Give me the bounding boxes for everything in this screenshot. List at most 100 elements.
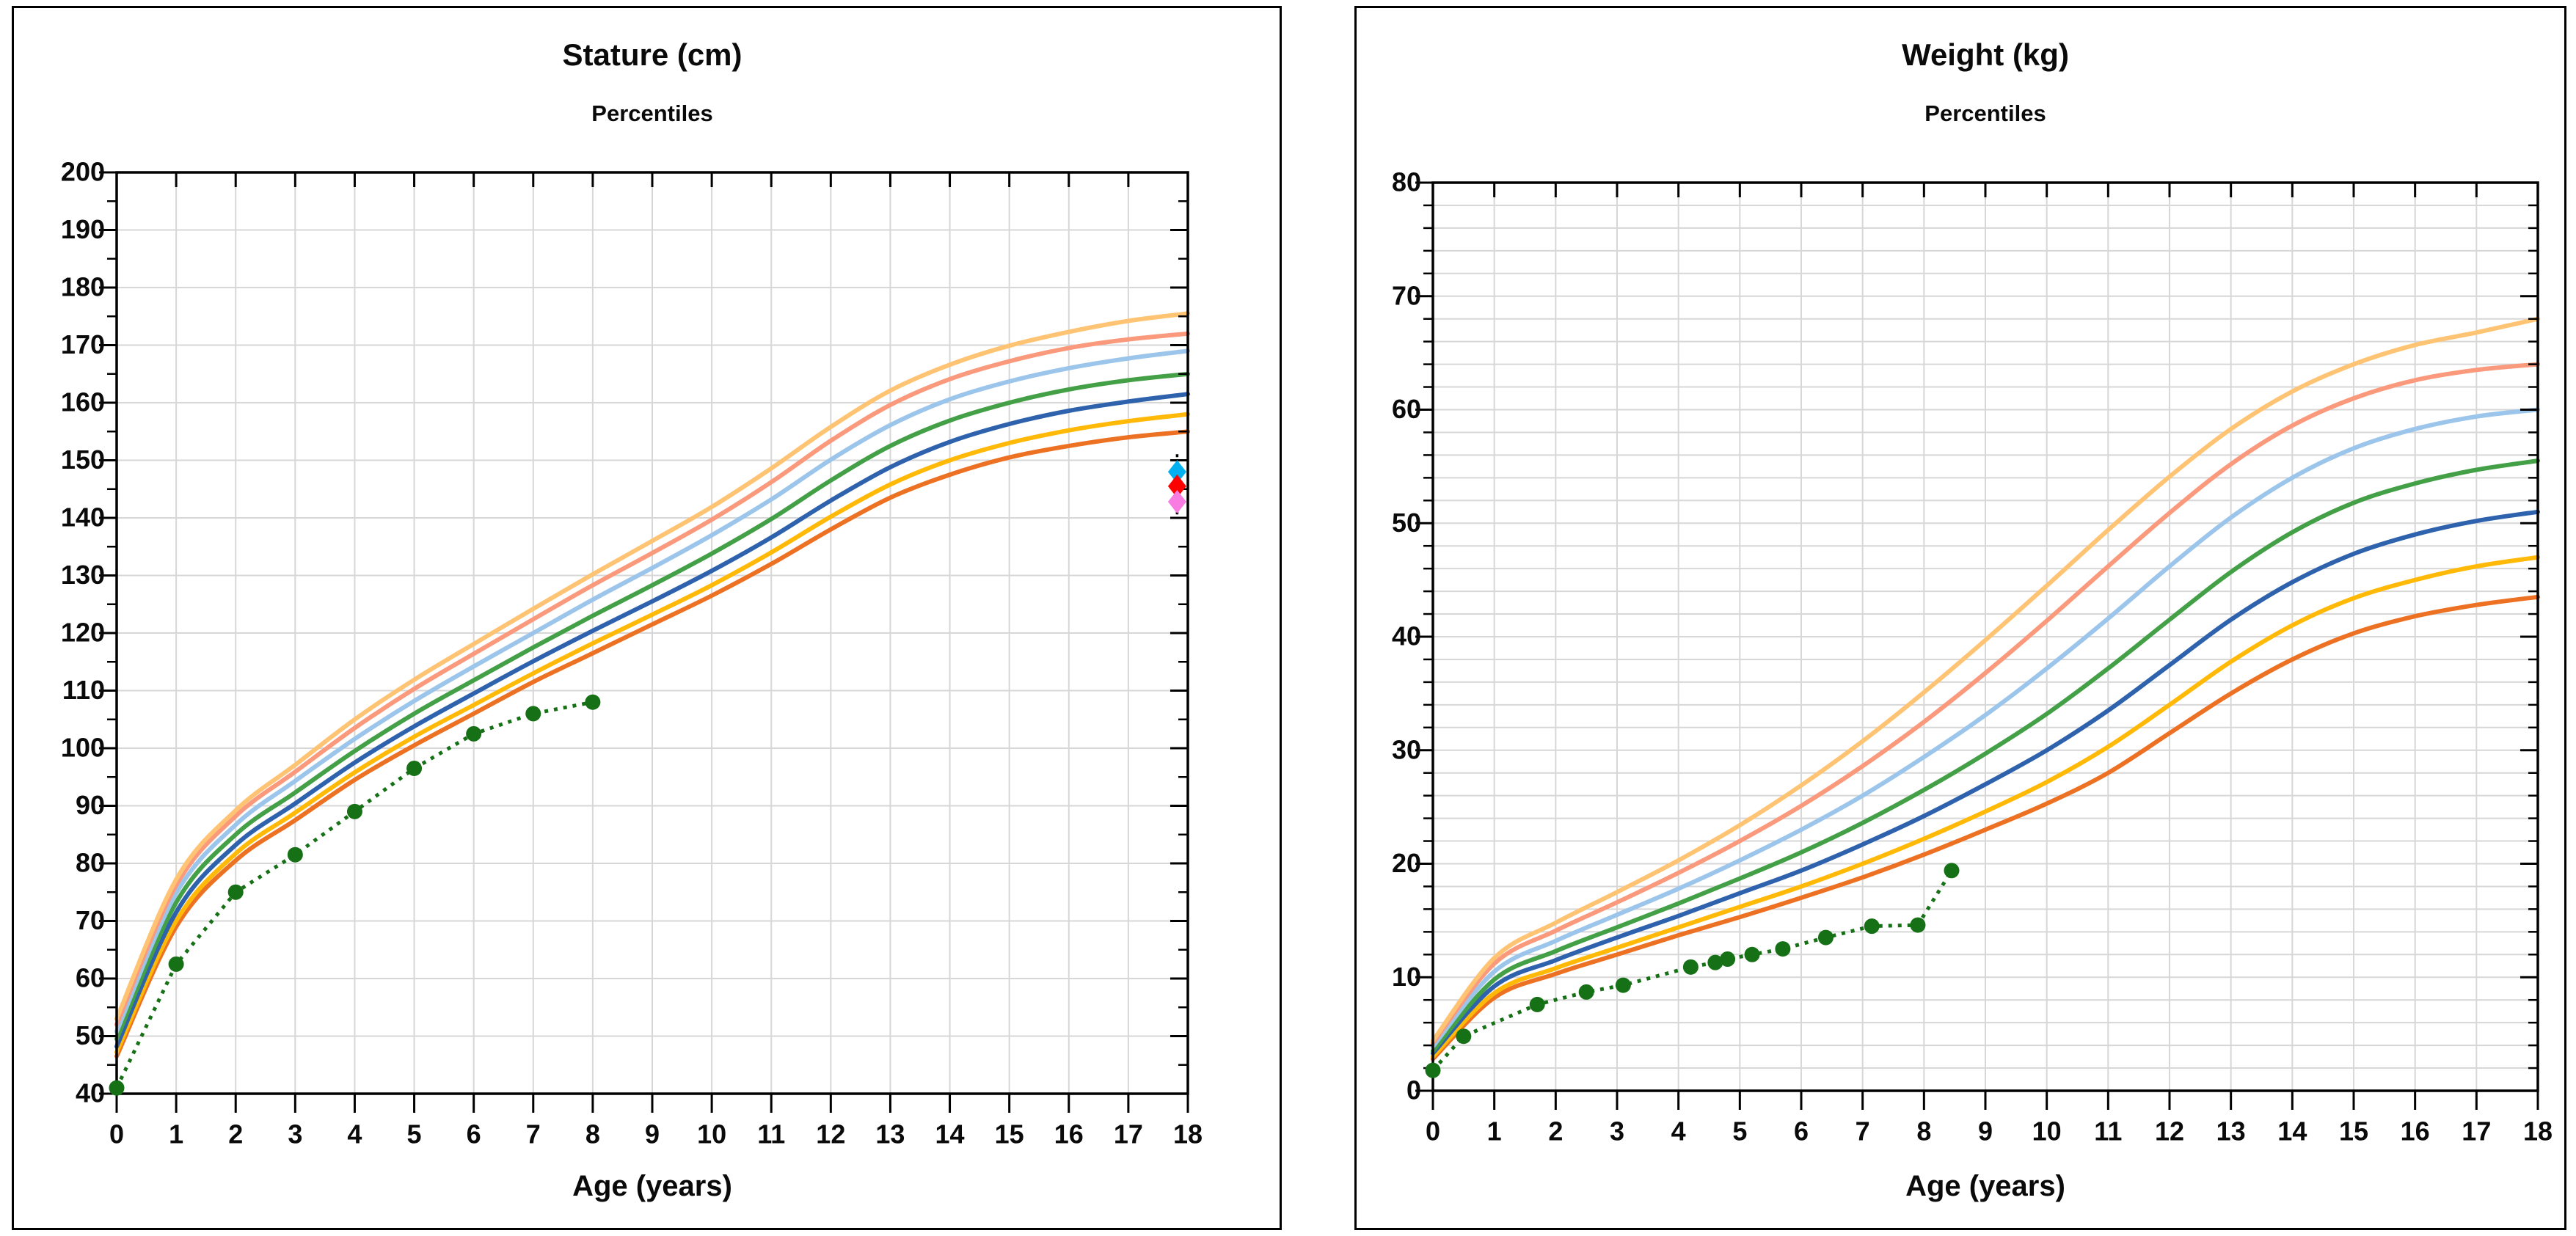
y-tick-label: 110 (62, 675, 105, 705)
x-tick-label: 1 (1487, 1116, 1502, 1147)
y-tick-label: 90 (76, 790, 105, 820)
x-tick-label: 10 (2032, 1116, 2062, 1147)
percentile-curve-p95 (114, 311, 1190, 1021)
x-tick-label: 12 (816, 1119, 845, 1149)
patient-stature-point (466, 725, 482, 742)
x-tick-label: 18 (1173, 1119, 1203, 1149)
y-tick-label: 50 (1392, 508, 1421, 538)
patient-weight-point (1707, 954, 1723, 970)
patient-stature-point (227, 884, 244, 900)
x-tick-label: 4 (347, 1119, 362, 1149)
percentile-curve-p50 (1431, 458, 2540, 1053)
y-tick-label: 180 (61, 272, 105, 302)
x-tick-label: 0 (109, 1119, 124, 1149)
y-tick-label: 20 (1392, 848, 1421, 878)
stature-chart-plot: 0 1 2 3 4 5 6 7 8 9 10 11 12 13 14 15 16 17 18405060708090… (61, 157, 1203, 1149)
x-tick-label: 12 (2155, 1116, 2184, 1147)
y-tick-label: 160 (61, 387, 105, 417)
patient-stature-point (585, 694, 601, 710)
patient-stature-point (406, 760, 423, 776)
patient-weight-point (1682, 959, 1699, 975)
patient-weight-point (1578, 984, 1594, 1000)
x-tick-label: 17 (2462, 1116, 2491, 1147)
x-tick-label: 9 (1978, 1116, 1993, 1147)
y-tick-label: 50 (76, 1020, 105, 1050)
patient-weight-point (1944, 863, 1960, 879)
patient-weight-point (1910, 917, 1926, 933)
weight-chart-subtitle: Percentiles (1924, 100, 2046, 126)
patient-stature-point (525, 706, 541, 722)
percentile-curve-p10 (114, 412, 1190, 1055)
x-tick-label: 14 (2277, 1116, 2307, 1147)
y-tick-label: 40 (76, 1078, 105, 1108)
percentile-curve-p5 (114, 429, 1190, 1058)
stature-chart-panel: Stature (cm) Percentiles 0 1 2 3 4 5 6 7 8 9 10 11 1… (12, 6, 1282, 1230)
y-tick-label: 150 (61, 445, 105, 475)
y-tick-label: 130 (61, 560, 105, 590)
y-tick-label: 10 (1392, 962, 1421, 992)
x-tick-label: 13 (875, 1119, 905, 1149)
x-tick-label: 4 (1671, 1116, 1686, 1147)
x-tick-label: 9 (645, 1119, 660, 1149)
y-tick-label: 70 (1392, 280, 1421, 310)
x-tick-label: 8 (585, 1119, 600, 1149)
x-tick-label: 2 (1548, 1116, 1563, 1147)
percentile-curve-p50 (114, 371, 1190, 1042)
percentile-curve-p25 (114, 392, 1190, 1049)
y-tick-label: 60 (1392, 394, 1421, 424)
x-tick-label: 3 (288, 1119, 302, 1149)
patient-stature-point (168, 956, 184, 972)
x-tick-label: 0 (1426, 1116, 1440, 1147)
x-tick-label: 14 (935, 1119, 965, 1149)
target-height-lower-diamond (1167, 490, 1186, 514)
y-tick-label: 170 (61, 329, 105, 359)
weight-chart-plot: 0 1 2 3 4 5 6 7 8 9 10 11 12 13 14 15 16 17 18010203040506… (1392, 167, 2553, 1147)
patient-stature-point (287, 846, 303, 863)
patient-weight-point (1529, 996, 1545, 1012)
x-tick-label: 6 (467, 1119, 481, 1149)
percentile-curve-p25 (1431, 509, 2540, 1056)
y-tick-label: 0 (1406, 1075, 1421, 1105)
x-tick-label: 11 (2094, 1116, 2122, 1147)
percentile-curve-p75 (1431, 407, 2540, 1049)
patient-weight-point (1425, 1062, 1441, 1078)
y-tick-label: 120 (61, 618, 105, 648)
patient-weight-point (1817, 929, 1834, 946)
x-tick-label: 3 (1610, 1116, 1624, 1147)
weight-x-axis-title: Age (years) (1905, 1170, 2065, 1202)
x-tick-label: 8 (1916, 1116, 1931, 1147)
x-tick-label: 5 (407, 1119, 422, 1149)
stature-x-axis-title: Age (years) (572, 1170, 732, 1202)
x-tick-label: 16 (1054, 1119, 1084, 1149)
target-height-upper-diamond (1167, 460, 1186, 484)
y-tick-label: 40 (1392, 621, 1421, 651)
y-tick-label: 140 (61, 502, 105, 533)
patient-stature-point (109, 1080, 125, 1096)
percentile-curve-p5 (1431, 594, 2540, 1061)
x-tick-label: 13 (2216, 1116, 2246, 1147)
y-tick-label: 80 (76, 848, 105, 878)
y-tick-label: 30 (1392, 734, 1421, 764)
percentile-curve-p90 (114, 331, 1190, 1027)
percentile-curve-p95 (1431, 316, 2540, 1043)
weight-chart-panel: Weight (kg) Percentiles 0 1 2 3 4 5 6 7 8 9 10 11 12… (1354, 6, 2566, 1230)
patient-weight-point (1864, 918, 1880, 935)
x-tick-label: 16 (2401, 1116, 2430, 1147)
stature-chart-title: Stature (cm) (562, 37, 742, 72)
y-tick-label: 60 (76, 963, 105, 993)
x-tick-label: 1 (169, 1119, 183, 1149)
y-tick-label: 80 (1392, 167, 1421, 197)
percentile-curve-p75 (114, 348, 1190, 1034)
x-tick-label: 6 (1794, 1116, 1809, 1147)
x-tick-label: 10 (697, 1119, 726, 1149)
x-tick-label: 11 (757, 1119, 785, 1149)
x-tick-label: 15 (2339, 1116, 2368, 1147)
patient-weight-point (1456, 1028, 1472, 1045)
x-tick-label: 7 (526, 1119, 541, 1149)
y-tick-label: 70 (76, 905, 105, 935)
x-tick-label: 18 (2523, 1116, 2553, 1147)
patient-stature-point (346, 803, 362, 819)
patient-weight-point (1775, 941, 1791, 957)
patient-weight-point (1720, 951, 1736, 967)
